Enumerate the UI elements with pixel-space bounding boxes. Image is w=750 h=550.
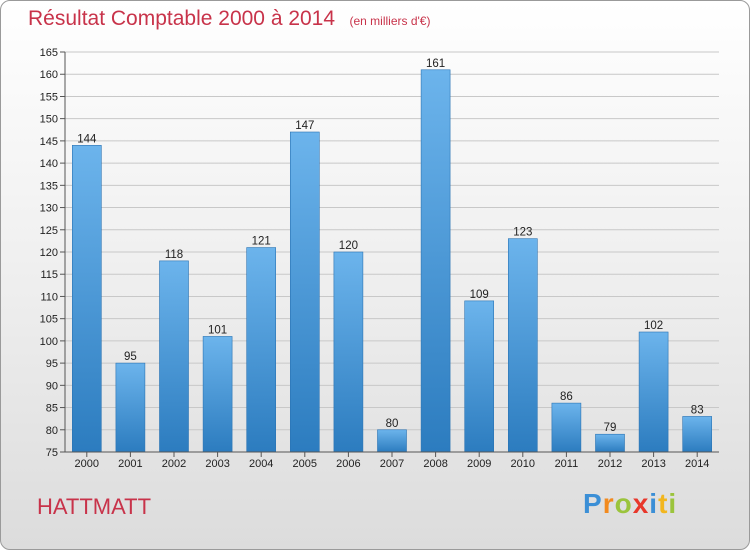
y-tick-label: 125 <box>40 225 58 237</box>
bar <box>551 402 582 453</box>
data-label: 101 <box>208 324 227 336</box>
bars <box>72 69 713 453</box>
y-tick-label: 110 <box>40 291 58 303</box>
x-tick-label: 2003 <box>205 458 229 470</box>
logo-letter: x <box>632 488 650 519</box>
data-label: 80 <box>386 418 399 430</box>
title-text: Résultat Comptable 2000 à 2014 <box>28 7 336 30</box>
bar <box>638 331 669 453</box>
bar <box>246 247 276 453</box>
y-tick-label: 105 <box>40 314 58 326</box>
y-tick-label: 155 <box>40 91 58 103</box>
bar <box>333 251 364 453</box>
logo-letter: t <box>658 488 669 519</box>
bar <box>115 362 146 453</box>
bar <box>464 300 495 453</box>
x-tick-label: 2006 <box>336 458 360 470</box>
bar <box>595 433 625 453</box>
y-tick-label: 95 <box>46 358 58 370</box>
y-tick-label: 140 <box>40 158 58 170</box>
bar <box>420 69 451 453</box>
data-labels: 144 95 118 101 121 147 120 80 161 109 123 86 79 102 83 <box>77 58 703 434</box>
bar <box>289 131 320 453</box>
x-tick-label: 2005 <box>293 458 317 470</box>
subtitle-text: (en milliers d'€) <box>349 14 431 28</box>
bar <box>72 145 102 453</box>
x-tick-label: 2010 <box>511 458 535 470</box>
y-tick-label: 90 <box>46 380 58 392</box>
y-tick-label: 85 <box>46 403 58 415</box>
data-label: 120 <box>339 240 358 252</box>
bar <box>377 429 407 453</box>
logo-letter: P <box>583 488 603 519</box>
proxiti-logo: Proxiti <box>583 488 677 520</box>
x-tick-label: 2009 <box>467 458 491 470</box>
y-tick-label: 160 <box>40 69 58 81</box>
y-axis: 75 80 85 90 95 100 105 110 115 120 125 130 135 140 145… <box>40 47 66 459</box>
y-tick-label: 165 <box>40 47 58 59</box>
x-tick-label: 2012 <box>598 458 622 470</box>
y-tick-label: 120 <box>40 247 58 259</box>
x-tick-label: 2004 <box>249 458 273 470</box>
logo-letter: i <box>668 488 678 519</box>
bar <box>507 238 538 453</box>
y-tick-label: 115 <box>40 269 58 281</box>
data-label: 86 <box>560 391 573 403</box>
y-tick-label: 75 <box>46 447 58 459</box>
x-tick-label: 2008 <box>423 458 447 470</box>
data-label: 79 <box>604 422 617 434</box>
data-label: 102 <box>644 320 663 332</box>
bar <box>202 336 233 453</box>
data-label: 123 <box>513 227 532 239</box>
logo-letter: r <box>602 488 615 519</box>
data-label: 144 <box>77 133 97 145</box>
x-tick-label: 2014 <box>685 458 709 470</box>
x-tick-label: 2000 <box>75 458 99 470</box>
x-tick-label: 2013 <box>641 458 665 470</box>
gridlines <box>65 51 719 453</box>
commune-name: HATTMATT <box>37 494 152 519</box>
bar <box>682 416 713 453</box>
y-tick-label: 150 <box>40 114 58 126</box>
logo-letter: o <box>614 488 633 519</box>
data-label: 161 <box>426 58 445 70</box>
y-tick-label: 100 <box>40 336 58 348</box>
data-label: 147 <box>295 120 314 132</box>
y-tick-label: 80 <box>46 425 58 437</box>
data-label: 118 <box>165 249 183 261</box>
x-tick-label: 2001 <box>118 458 142 470</box>
y-tick-label: 135 <box>40 180 58 192</box>
x-tick-label: 2011 <box>555 458 579 470</box>
data-label: 95 <box>124 351 137 363</box>
x-tick-label: 2007 <box>380 458 404 470</box>
data-label: 109 <box>470 289 489 301</box>
y-tick-label: 130 <box>40 203 58 215</box>
data-label: 83 <box>691 404 704 416</box>
x-tick-label: 2002 <box>162 458 186 470</box>
data-label: 121 <box>252 236 271 248</box>
x-axis: 2000 2001 2002 2003 2004 2005 2006 2007 2008 2009… <box>65 451 719 470</box>
chart-title: Résultat Comptable 2000 à 2014 (en milli… <box>28 7 430 31</box>
logo-letter: i <box>649 488 659 519</box>
bar <box>159 260 189 453</box>
y-tick-label: 145 <box>40 136 58 148</box>
